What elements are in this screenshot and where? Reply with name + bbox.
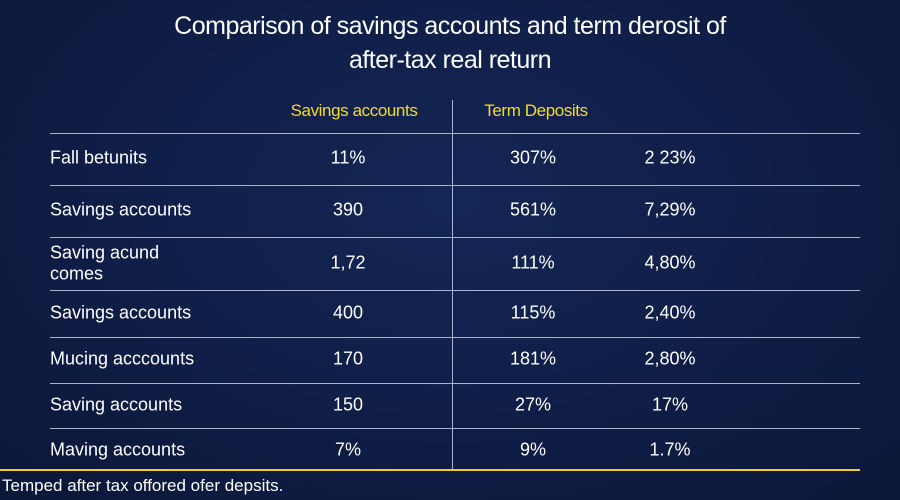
cell-value: 111% bbox=[511, 252, 555, 273]
cell-value: 2,40% bbox=[644, 302, 696, 323]
column-header: Savings accounts bbox=[290, 101, 418, 120]
row-divider bbox=[50, 133, 860, 134]
cell-value: 2 23% bbox=[644, 147, 696, 168]
cell-value: 307% bbox=[509, 147, 557, 168]
cell-value: 115% bbox=[510, 302, 556, 323]
row-label: Maving accounts bbox=[50, 439, 186, 460]
row-divider bbox=[50, 337, 860, 338]
cell-value: 181% bbox=[509, 348, 557, 369]
cell-value: 170 bbox=[332, 348, 364, 369]
title-line: Comparison of savings accounts and term … bbox=[174, 12, 726, 40]
cell-value: 390 bbox=[332, 199, 364, 220]
row-divider bbox=[50, 185, 860, 186]
cell-value: 561% bbox=[509, 199, 557, 220]
cell-value: 27% bbox=[514, 394, 552, 415]
cell-value: 2,80% bbox=[644, 348, 696, 369]
column-divider bbox=[452, 100, 453, 470]
cell-value: 7,29% bbox=[644, 199, 696, 220]
row-label: Mucing acccounts bbox=[50, 348, 195, 369]
title-line: after-tax real return bbox=[348, 46, 552, 74]
row-label: Savings accounts bbox=[50, 302, 192, 323]
row-label: Fall betunits bbox=[50, 147, 148, 168]
footer-rule bbox=[0, 469, 860, 471]
row-divider bbox=[50, 237, 860, 238]
footer-note: Temped after tax offored ofer depsits. bbox=[2, 476, 284, 495]
row-label: Saving accounts bbox=[50, 394, 183, 415]
row-divider bbox=[50, 383, 860, 384]
row-label: Savings accounts bbox=[50, 199, 192, 220]
cell-value: 17% bbox=[651, 394, 689, 415]
cell-value: 11% bbox=[330, 147, 366, 168]
cell-value: 9% bbox=[519, 439, 547, 460]
cell-value: 4,80% bbox=[644, 252, 696, 273]
row-label: Saving acund bbox=[50, 242, 160, 263]
row-label: comes bbox=[50, 263, 104, 284]
column-header: Term Deposits bbox=[484, 101, 588, 120]
cell-value: 150 bbox=[332, 394, 364, 415]
row-divider bbox=[50, 290, 860, 291]
cell-value: 1,72 bbox=[330, 252, 366, 273]
cell-value: 7% bbox=[334, 439, 362, 460]
row-divider bbox=[50, 428, 860, 429]
cell-value: 400 bbox=[332, 302, 364, 323]
cell-value: 1.7% bbox=[649, 439, 691, 460]
